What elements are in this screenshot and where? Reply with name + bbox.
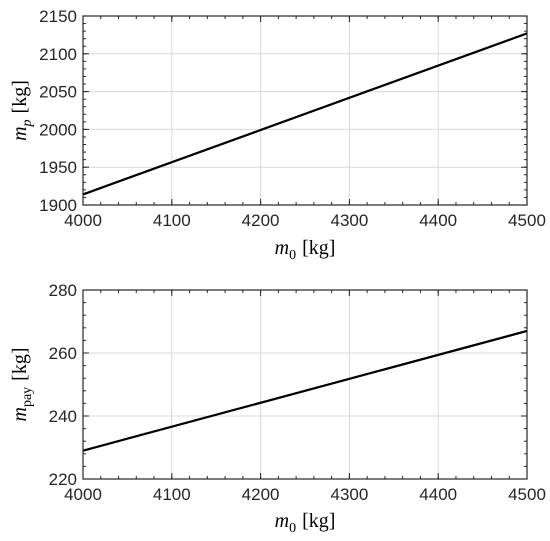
x-tick-label: 4100 — [153, 211, 191, 230]
y-axis-label: mpay [kg] — [9, 348, 35, 422]
x-tick-label: 4200 — [242, 485, 280, 504]
x-axis-label-unit: [kg] — [302, 237, 335, 259]
x-tick-label: 4000 — [64, 211, 102, 230]
x-axis-label: m0 [kg] — [275, 510, 336, 536]
series-line-1 — [82, 329, 528, 452]
x-axis-label: m0 [kg] — [275, 237, 336, 263]
x-tick-label: 4500 — [508, 485, 546, 504]
x-tick-label: 4200 — [242, 211, 280, 230]
axes-frame — [82, 15, 528, 206]
x-tick-label: 4400 — [419, 211, 457, 230]
y-tick-label: 2050 — [39, 83, 77, 102]
y-tick-label: 1950 — [39, 158, 77, 177]
x-axis-label-subscript: 0 — [289, 521, 296, 536]
y-tick-label: 2000 — [39, 120, 77, 139]
y-axis-label-subscript: pay — [20, 387, 35, 407]
x-tick-label: 4300 — [330, 485, 368, 504]
y-tick-label: 1900 — [39, 196, 77, 215]
x-axis-label-symbol: m — [275, 510, 289, 532]
y-axis-label: mp [kg] — [9, 80, 35, 141]
plot-area — [83, 290, 527, 479]
y-tick-label: 2100 — [39, 45, 77, 64]
x-tick-label: 4100 — [153, 485, 191, 504]
chart-panel-1: 4000 4100 4200 4300 4400 4500 1900 1950 2000 2050… — [9, 7, 546, 263]
x-tick-label: 4400 — [419, 485, 457, 504]
y-axis-label-symbol: m — [9, 126, 31, 140]
y-tick-label: 280 — [49, 281, 77, 300]
x-tick-label: 4000 — [64, 485, 102, 504]
x-axis-label-unit: [kg] — [302, 510, 335, 532]
y-axis-label-unit: [kg] — [9, 80, 31, 113]
y-axis-label-subscript: p — [20, 119, 35, 127]
axes-frame — [82, 289, 528, 480]
x-tick-label: 4300 — [330, 211, 368, 230]
y-tick-label: 240 — [49, 407, 77, 426]
plot-area — [83, 16, 527, 205]
x-axis-label-subscript: 0 — [289, 248, 296, 263]
x-axis-label-symbol: m — [275, 237, 289, 259]
y-tick-label: 260 — [49, 344, 77, 363]
y-tick-label: 2150 — [39, 7, 77, 26]
y-tick-label: 220 — [49, 470, 77, 489]
x-tick-label: 4500 — [508, 211, 546, 230]
series-line-1 — [82, 32, 528, 196]
y-axis-label-symbol: m — [9, 407, 31, 421]
y-axis-label-unit: [kg] — [9, 348, 31, 381]
